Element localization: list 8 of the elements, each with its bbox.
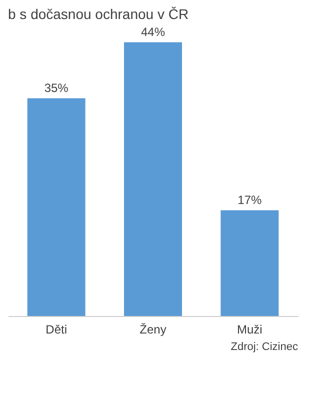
chart-title: b s dočasnou ochranou v ČR: [8, 6, 189, 22]
data-label: 17%: [238, 193, 262, 208]
x-tick-label: Muži: [236, 322, 262, 336]
data-label: 35%: [44, 81, 69, 96]
data-label: 44%: [140, 25, 166, 40]
x-tick-label: Děti: [46, 322, 68, 336]
x-tick-label: Ženy: [140, 322, 166, 336]
text: Zdroj: Cizinec: [230, 341, 298, 353]
